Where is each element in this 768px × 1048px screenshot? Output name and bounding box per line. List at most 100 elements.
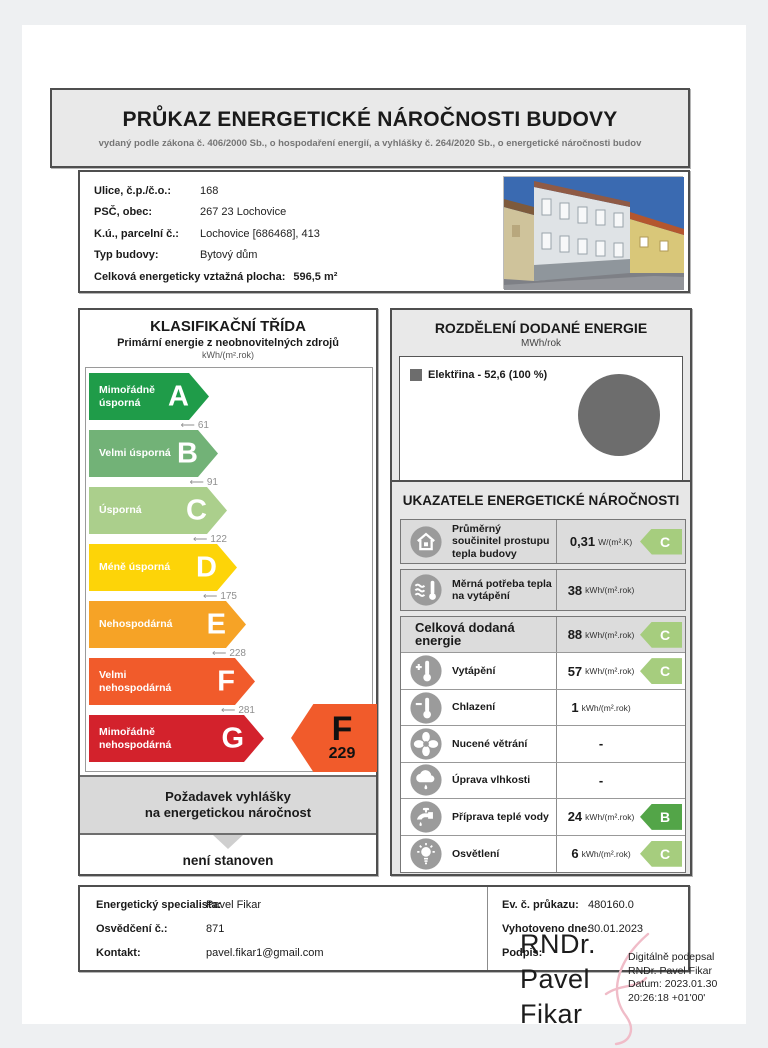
page-title: PRŮKAZ ENERGETICKÉ NÁROČNOSTI BUDOVY: [122, 107, 618, 131]
threshold-value: 281: [238, 705, 255, 716]
badge-letter: C: [659, 533, 671, 550]
threshold-arrow-icon: ⟵: [202, 591, 217, 602]
distribution-chart-area: Elektřina - 52,6 (100 %): [399, 356, 683, 489]
class-label: Mimořádně nehospodárná: [99, 726, 172, 751]
footer-value: 480160.0: [588, 899, 634, 911]
indicator-label: Vytápění: [452, 664, 496, 677]
indicator-icon: [409, 800, 443, 834]
current-class-arrow: F 229: [291, 704, 377, 772]
class-letter: E: [206, 608, 226, 640]
building-info-row: Typ budovy: Bytový dům: [94, 245, 494, 267]
class-arrow: Úsporná C: [89, 487, 227, 534]
class-arrow: Velmi úsporná B: [89, 430, 218, 477]
heat-demand-icon: [410, 574, 442, 606]
indicator-icon: [409, 763, 443, 797]
info-label: Ulice, č.p./č.o.:: [94, 184, 172, 197]
indicator-value: 6: [571, 846, 579, 862]
info-value: 168: [200, 184, 219, 197]
indicator-label: Osvětlení: [452, 847, 500, 860]
indicators-panel: UKAZATELE ENERGETICKÉ NÁROČNOSTI Průměrn…: [390, 480, 692, 876]
class-threshold: ⟵ 61: [109, 420, 209, 432]
document-header: PRŮKAZ ENERGETICKÉ NÁROČNOSTI BUDOVY vyd…: [50, 88, 690, 168]
indicator-row: Měrná potřeba tepla na vytápění 38 kWh/(…: [401, 570, 685, 610]
indicator-label: Nucené větrání: [452, 737, 528, 750]
digital-signature-line: 20:26:18 +01'00': [628, 991, 706, 1004]
signature-name-line: Fikar: [520, 999, 583, 1029]
footer-value: pavel.fikar1@gmail.com: [206, 947, 324, 959]
info-value: Bytový dům: [200, 249, 258, 262]
pie-chart: [578, 374, 660, 456]
indicator-value: 88: [567, 627, 583, 643]
indicators-title: UKAZATELE ENERGETICKÉ NÁROČNOSTI: [402, 493, 680, 508]
footer-row: Energetický specialista: Pavel Fikar: [96, 899, 261, 911]
class-label: Velmi nehospodárná: [99, 669, 172, 694]
info-value: 267 23 Lochovice: [200, 206, 287, 219]
lighting-icon: [410, 838, 442, 870]
threshold-value: 175: [220, 591, 237, 602]
distribution-title: ROZDĚLENÍ DODANÉ ENERGIE: [434, 320, 648, 336]
badge-letter: C: [659, 663, 671, 680]
indicator-icon: [409, 837, 443, 871]
indicator-value-cell: 6 kWh/(m².rok) C: [556, 835, 685, 872]
class-threshold: ⟵ 281: [155, 705, 255, 717]
badge-letter: C: [659, 626, 671, 643]
class-row: Mimořádně úsporná A ⟵ 61: [89, 373, 369, 431]
indicator-box-heat-transfer: Průměrný součinitel prostupu tepla budov…: [400, 519, 686, 564]
indicator-unit: kWh/(m².rok): [581, 702, 631, 713]
footer-value: Pavel Fikar: [206, 899, 262, 911]
current-class-letter: F: [331, 710, 353, 748]
footer-row: Ev. č. průkazu: 480160.0: [502, 899, 634, 911]
classification-title: KLASIFIKAČNÍ TŘÍDA: [150, 318, 306, 335]
house-icon: [410, 525, 442, 558]
class-letter: F: [217, 665, 235, 697]
info-label: K.ú., parcelní č.:: [94, 227, 179, 240]
class-row: Úsporná C ⟵ 122: [89, 487, 369, 545]
badge-letter: C: [659, 845, 671, 862]
indicator-icon: [409, 654, 443, 688]
indicator-unit: kWh/(m².rok): [581, 848, 631, 859]
threshold-arrow-icon: ⟵: [189, 477, 204, 488]
indicator-value: 0,31: [569, 534, 596, 549]
indicator-value: 57: [567, 663, 583, 679]
classification-scale: Mimořádně úsporná A ⟵ 61 Velmi úsporná B …: [85, 367, 377, 772]
threshold-value: 228: [229, 648, 246, 659]
classification-unit: kWh/(m².rok): [202, 350, 254, 360]
indicator-icon: [409, 525, 443, 559]
class-row: Nehospodárná E ⟵ 228: [89, 601, 369, 659]
footer-row: Vyhotoveno dne: 30.01.2023: [502, 923, 643, 935]
signature-name-line: Pavel: [520, 964, 591, 994]
indicator-label: Příprava teplé vody: [452, 810, 549, 823]
class-label: Mimořádně úsporná: [99, 384, 156, 409]
class-label: Úsporná: [99, 504, 142, 517]
digital-signature-line: Digitálně podepsal: [628, 951, 715, 963]
footer-label: Kontakt:: [96, 947, 141, 959]
class-letter: C: [186, 494, 207, 526]
cooling-icon: [410, 691, 442, 724]
indicator-row: Příprava teplé vody 24 kWh/(m².rok) B: [401, 799, 685, 836]
threshold-value: 91: [206, 477, 218, 488]
indicator-icon: [409, 691, 443, 725]
certificate-page: PRŮKAZ ENERGETICKÉ NÁROČNOSTI BUDOVY vyd…: [22, 25, 746, 1046]
building-info-row: K.ú., parcelní č.: Lochovice [686468], 4…: [94, 223, 494, 245]
indicator-row: Chlazení 1 kWh/(m².rok): [401, 689, 685, 727]
indicator-value: -: [598, 736, 604, 752]
indicator-value-cell: 0,31 W/(m².K) C: [556, 520, 685, 563]
indicator-unit: kWh/(m².rok): [585, 585, 635, 595]
info-value: Lochovice [686468], 413: [200, 227, 320, 240]
certificate-meta: Ev. č. průkazu: 480160.0 Vyhotoveno dne:…: [488, 887, 688, 970]
distribution-unit: MWh/rok: [521, 338, 561, 349]
digital-signature-line: Datum: 2023.01.30: [628, 978, 718, 990]
footer-value: 871: [206, 923, 225, 935]
footer-row: Podpis:: [502, 947, 542, 959]
class-threshold: ⟵ 175: [137, 591, 237, 603]
building-info-row: Celková energeticky vztažná plocha: 596,…: [94, 266, 494, 288]
class-label: Nehospodárná: [99, 618, 173, 631]
class-badge: C: [640, 528, 682, 555]
footer-row: Osvědčení č.: 871: [96, 923, 224, 935]
specialist-info: Energetický specialista: Pavel Fikar Osv…: [80, 887, 488, 970]
class-badge: C: [640, 621, 682, 648]
building-photo: [503, 176, 684, 290]
indicator-label: Celková dodaná energie: [415, 620, 515, 648]
class-row: Velmi nehospodárná F ⟵ 281: [89, 658, 369, 716]
indicator-label: Chlazení: [452, 701, 496, 714]
